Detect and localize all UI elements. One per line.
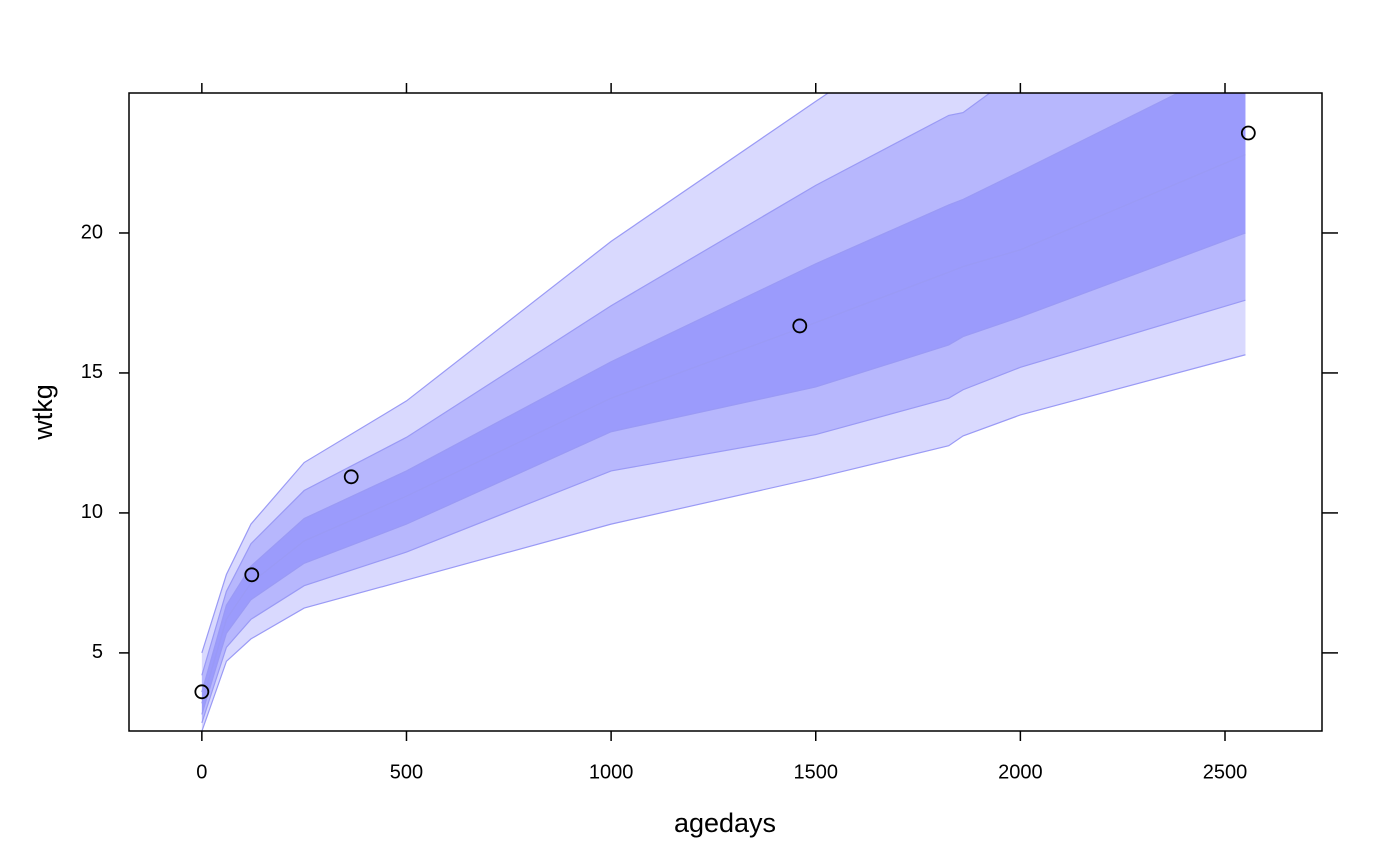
data-point xyxy=(244,567,260,583)
x-tick-label: 1000 xyxy=(589,761,634,783)
x-tick-label: 1500 xyxy=(793,761,838,783)
y-axis-label: wtkg xyxy=(28,384,58,441)
data-point xyxy=(1240,125,1256,141)
centile-line xyxy=(201,299,1246,724)
band xyxy=(201,300,1246,731)
x-tick-label: 500 xyxy=(390,761,423,783)
data-point xyxy=(343,469,359,485)
plot-area xyxy=(201,93,1246,731)
y-tick-label: 15 xyxy=(81,361,103,383)
x-tick-label: 2000 xyxy=(998,761,1043,783)
data-point xyxy=(194,684,210,700)
y-tick-label: 5 xyxy=(92,641,103,663)
centile-line xyxy=(201,232,1246,715)
band xyxy=(201,154,1246,715)
x-tick-label: 0 xyxy=(196,761,207,783)
centile-line xyxy=(201,93,830,654)
plot-frame xyxy=(128,92,1323,732)
y-tick-label: 20 xyxy=(81,221,103,243)
centile-line xyxy=(201,154,1246,704)
x-axis-label: agedays xyxy=(674,808,776,838)
x-tick-label: 2500 xyxy=(1203,761,1248,783)
centile-line xyxy=(201,354,1246,731)
band xyxy=(201,232,1246,723)
y-tick-label: 10 xyxy=(81,501,103,523)
band xyxy=(201,93,1246,704)
data-point xyxy=(792,318,808,334)
centile-line xyxy=(201,93,991,676)
centile-line xyxy=(201,93,1180,693)
